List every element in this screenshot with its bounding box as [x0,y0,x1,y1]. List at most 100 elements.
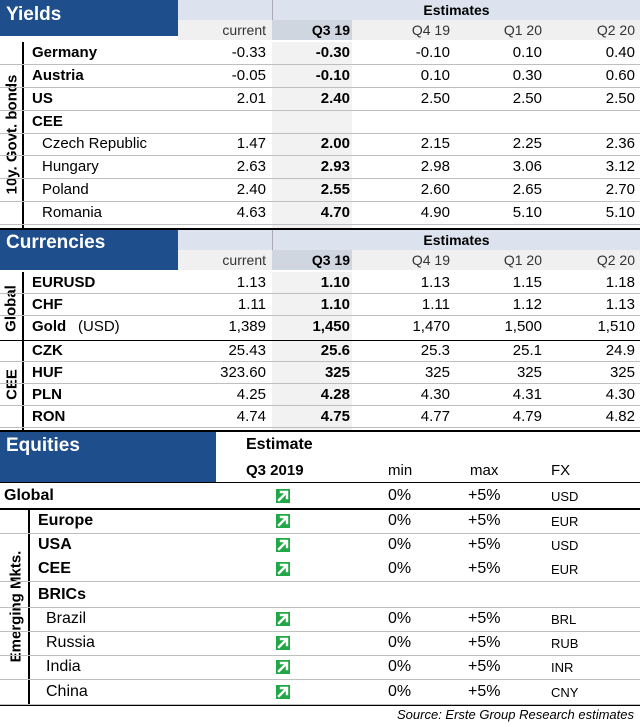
equity-fx: USD [551,538,579,553]
trend-up-icon [276,514,290,528]
yield-value: 3.12 [605,158,635,175]
yield-value: 0.40 [605,44,635,61]
currencies-col-q2-20: Q2 20 [596,252,635,268]
currency-value: 4.82 [605,408,635,425]
equities-title: Equities [6,435,80,456]
table-row: Germany -0.33 -0.30 -0.10 0.10 0.40 [0,42,640,65]
equity-name: Brazil [46,610,87,627]
currency-name: EURUSD [32,274,96,291]
equity-min: 0% [388,683,412,700]
currency-value: 1,389 [228,318,266,335]
yields-col-q1-20: Q1 20 [503,22,542,38]
currency-name: CZK [32,342,63,359]
trend-up-icon [276,636,290,650]
table-row: Poland 2.40 2.55 2.60 2.65 2.70 [0,179,640,202]
yields-estimates-header: Estimates [272,0,640,20]
yield-value: 5.10 [605,204,635,221]
equity-min: 0% [388,658,412,675]
yield-value: 2.36 [605,135,635,152]
equity-name: USA [38,536,72,553]
table-row: Romania 4.63 4.70 4.90 5.10 5.10 [0,202,640,225]
source-note: Source: Erste Group Research estimates [397,707,634,722]
equity-fx: RUB [551,636,579,651]
currency-value: 24.9 [605,342,635,359]
yields-col-current: current [222,22,266,38]
table-row: Brazil 0% +5% BRL [0,608,640,632]
yield-value: 2.40 [320,90,350,107]
currency-value: 1.11 [421,296,450,313]
table-row: Czech Republic 1.47 2.00 2.15 2.25 2.36 [0,133,640,156]
currency-value: 25.3 [420,342,450,359]
equity-max: +5% [468,683,501,700]
yield-name: Austria [32,67,84,84]
yield-value: 2.70 [605,181,635,198]
currency-value: 1.11 [237,296,266,313]
equity-name: China [46,683,88,700]
yields-col-q3-19: Q3 19 [311,22,350,38]
yields-col-q2-20: Q2 20 [596,22,635,38]
yield-name: Romania [42,204,103,221]
yield-value: -0.05 [231,67,266,84]
currencies-header: Currencies [0,230,178,270]
yield-value: 2.40 [236,181,266,198]
currencies-title: Currencies [6,232,106,253]
yield-value: 2.65 [512,181,542,198]
table-row: PLN 4.25 4.28 4.30 4.31 4.30 [0,384,640,406]
yield-value: -0.10 [415,44,450,61]
table-row: CEE 0% +5% EUR [0,558,640,582]
yield-name: Poland [42,181,89,198]
yield-value: 0.60 [605,67,635,84]
currency-name: Gold [32,318,67,335]
trend-up-icon [276,489,290,503]
yields-title: Yields [6,4,62,25]
equities-estimate-label: Estimate [246,436,313,453]
equity-min: 0% [388,634,412,651]
yield-value: 4.63 [236,204,266,221]
equity-name: Global [4,487,54,504]
table-row: USA 0% +5% USD [0,534,640,558]
equity-max: +5% [468,610,501,627]
yields-estimates-label: Estimates [423,2,490,18]
equity-max: +5% [468,487,501,504]
yield-value: 2.15 [420,135,450,152]
currency-value: 1,470 [412,318,450,335]
table-row: CEE [0,111,640,134]
equity-min: 0% [388,610,412,627]
yield-value: 2.55 [320,181,350,198]
currencies-col-q4-19: Q4 19 [411,252,450,268]
table-row: CHF 1.11 1.10 1.11 1.12 1.13 [0,294,640,316]
equity-fx: EUR [551,562,579,577]
equity-fx: EUR [551,514,579,529]
equity-name: BRICs [38,586,87,603]
currency-value: 4.74 [236,408,266,425]
equity-name: Europe [38,512,94,529]
yield-value: 1.47 [236,135,266,152]
equity-min: 0% [388,560,412,577]
yield-name: Hungary [42,158,99,175]
table-row: HUF 323.60 325 325 325 325 [0,362,640,384]
currency-value: 325 [324,364,350,381]
currency-value: 4.77 [420,408,450,425]
equity-name: Russia [46,634,95,651]
table-row: US 2.01 2.40 2.50 2.50 2.50 [0,88,640,111]
table-row: Gold (USD) 1,389 1,450 1,470 1,500 1,510 [0,316,640,338]
yield-value: 2.98 [420,158,450,175]
currency-value: 4.30 [605,386,635,403]
table-row: RON 4.74 4.75 4.77 4.79 4.82 [0,406,640,428]
yield-value: 2.50 [605,90,635,107]
currency-value: 323.60 [220,364,266,381]
yield-value: -0.10 [315,67,350,84]
table-row: Russia 0% +5% RUB [0,632,640,656]
currency-name: RON [32,408,66,425]
yield-value: 2.25 [512,135,542,152]
currency-unit: (USD) [78,318,120,335]
equity-max: +5% [468,560,501,577]
equity-max: +5% [468,634,501,651]
yield-value: 4.90 [420,204,450,221]
currency-value: 325 [609,364,635,381]
yield-value: 0.30 [512,67,542,84]
currency-value: 1.18 [605,274,635,291]
equity-fx: BRL [551,612,577,627]
yield-value: 5.10 [512,204,542,221]
equities-header: Equities [0,432,216,482]
